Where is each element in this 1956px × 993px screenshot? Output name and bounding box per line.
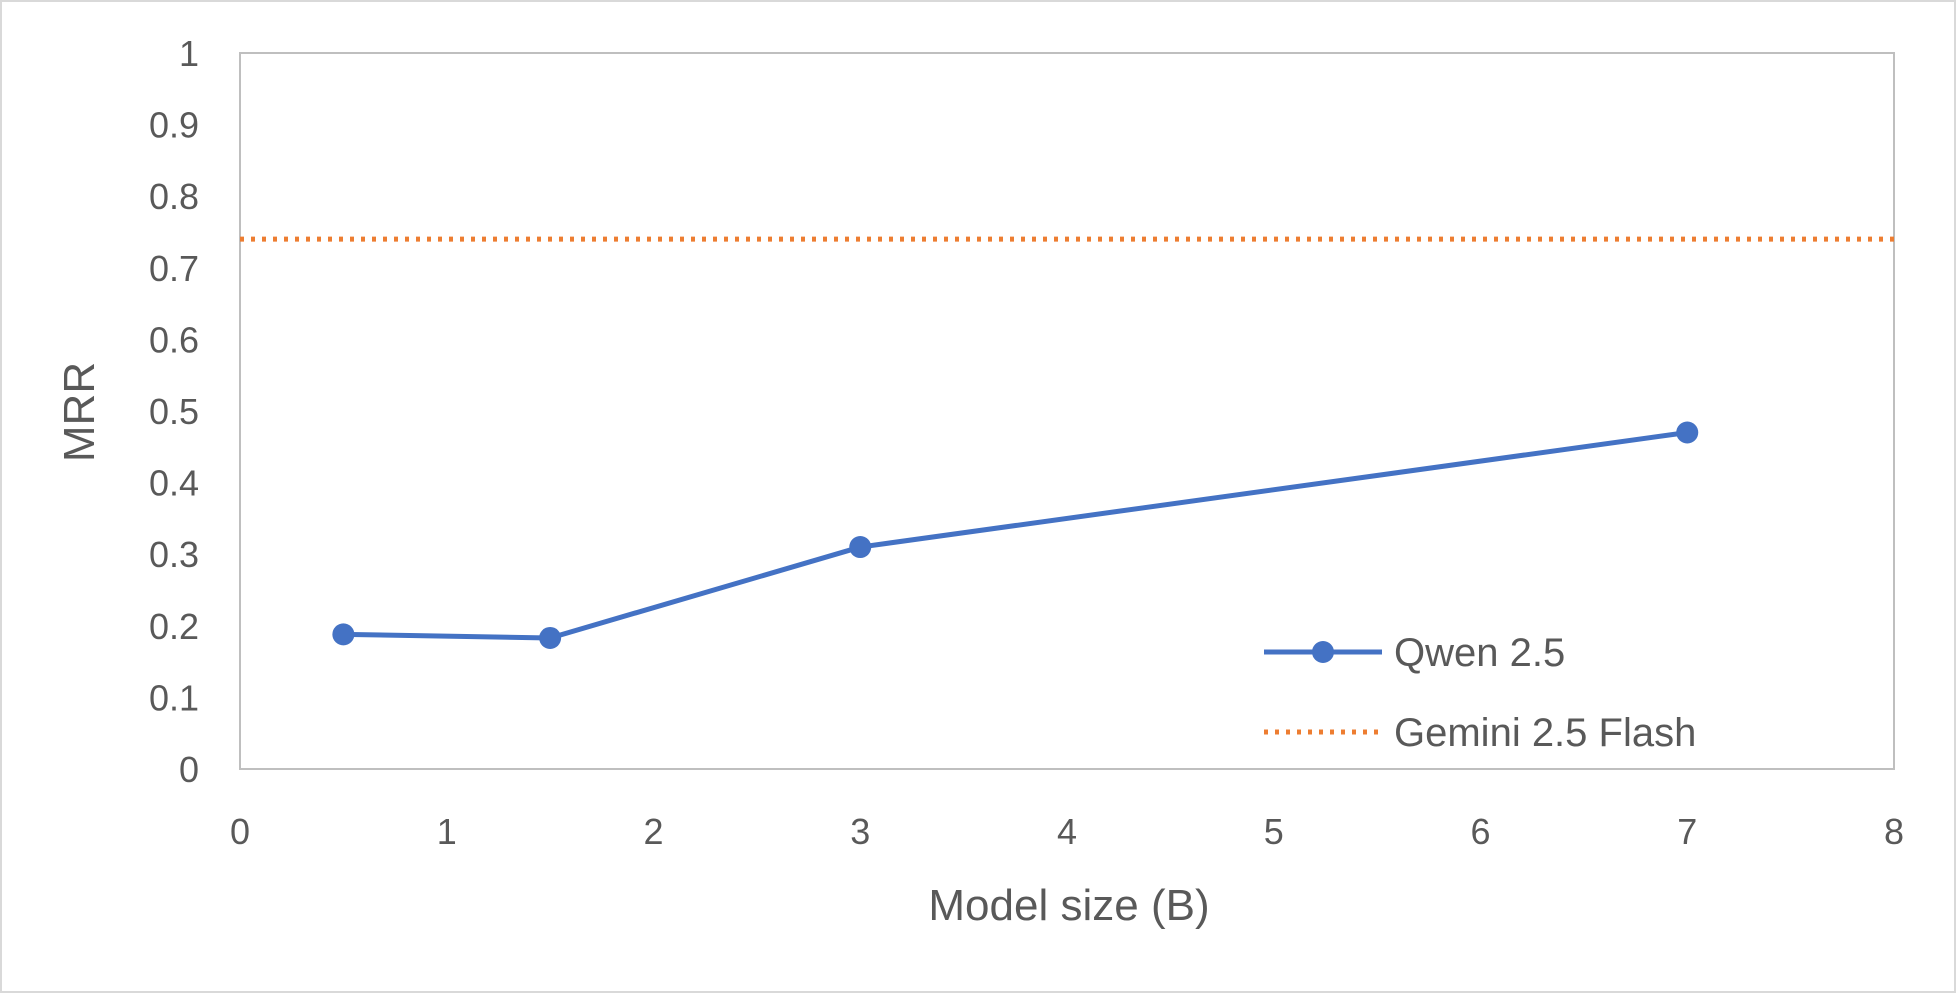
y-tick-label: 0.4 [149, 463, 199, 504]
y-tick-label: 1 [179, 33, 199, 74]
y-tick-label: 0.2 [149, 606, 199, 647]
x-tick-label: 6 [1470, 811, 1490, 852]
y-tick-label: 0.7 [149, 248, 199, 289]
legend-item-qwen: Qwen 2.5 [1264, 631, 1565, 675]
y-tick-label: 0 [179, 749, 199, 790]
y-tick-label: 0.6 [149, 319, 199, 360]
x-tick-label: 8 [1884, 811, 1904, 852]
y-tick-label: 0.5 [149, 391, 199, 432]
series-layer [240, 236, 1894, 649]
data-point-qwen [1676, 421, 1699, 444]
series-line-qwen [343, 430, 1688, 641]
legend-item-gemini: Gemini 2.5 Flash [1264, 711, 1696, 755]
plot-border [239, 52, 1895, 770]
x-tick-label: 2 [643, 811, 663, 852]
legend-label-gemini: Gemini 2.5 Flash [1394, 711, 1696, 755]
legend: Qwen 2.5 Gemini 2.5 Flash [1264, 631, 1696, 755]
data-point-qwen [332, 623, 355, 646]
y-axis-title: MRR [55, 362, 104, 462]
y-tick-label: 0.3 [149, 534, 199, 575]
y-tick-label: 0.8 [149, 176, 199, 217]
y-axis-ticks: 0 0.1 0.2 0.3 0.4 0.5 0.6 0.7 0.8 0.9 1 [149, 33, 199, 790]
legend-label-qwen: Qwen 2.5 [1394, 631, 1565, 675]
legend-marker-qwen [1312, 641, 1334, 663]
x-tick-label: 3 [850, 811, 870, 852]
y-tick-label: 0.9 [149, 105, 199, 146]
x-tick-label: 1 [437, 811, 457, 852]
x-tick-label: 7 [1677, 811, 1697, 852]
data-point-qwen [539, 626, 562, 649]
plot-area [239, 52, 1895, 770]
data-point-qwen [849, 536, 872, 559]
y-tick-label: 0.1 [149, 677, 199, 718]
x-tick-label: 0 [230, 811, 250, 852]
x-tick-label: 4 [1057, 811, 1077, 852]
x-tick-label: 5 [1264, 811, 1284, 852]
x-axis-ticks: 0 1 2 3 4 5 6 7 8 [230, 811, 1904, 852]
x-axis-title: Model size (B) [928, 881, 1209, 930]
